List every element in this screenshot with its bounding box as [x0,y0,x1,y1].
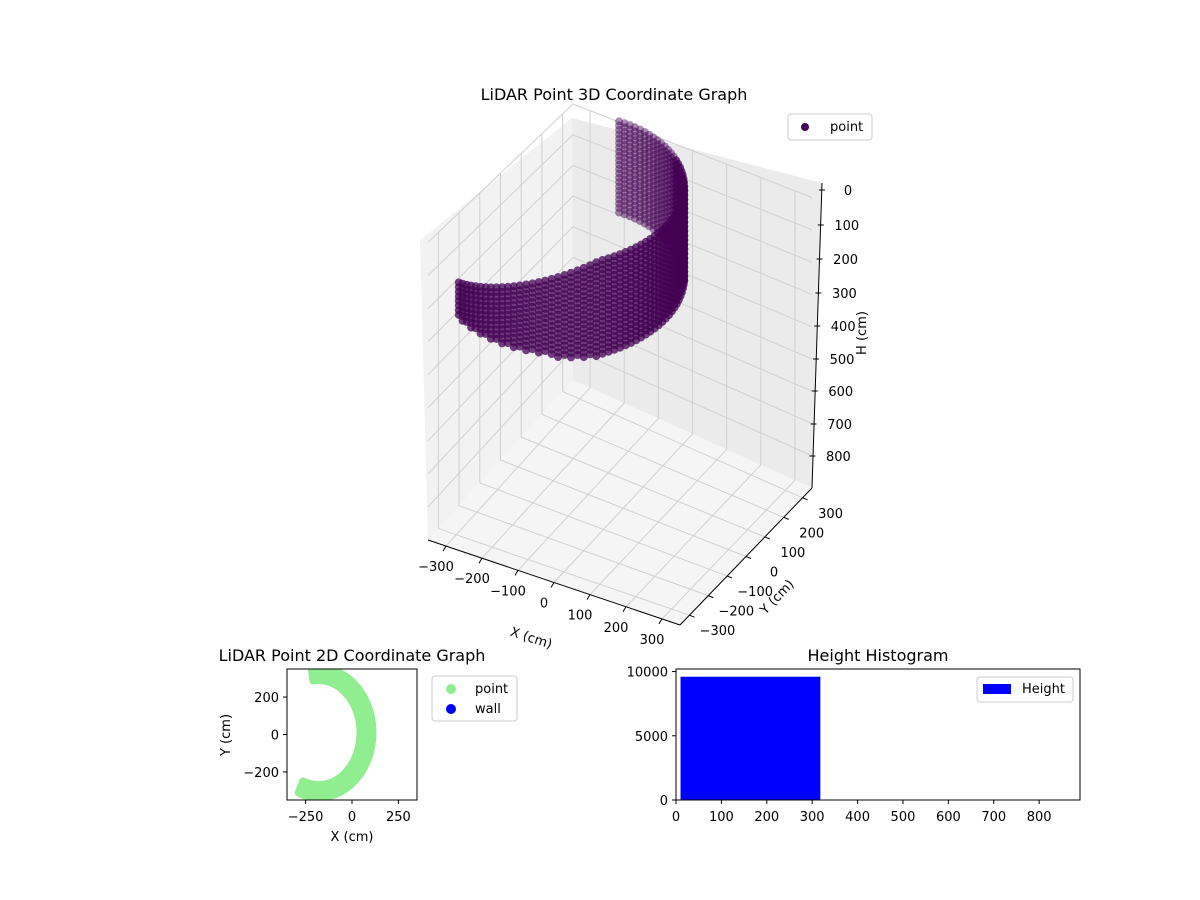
svg-text:700: 700 [827,418,852,433]
svg-text:−200: −200 [243,766,279,781]
svg-text:−300: −300 [418,560,454,575]
legend-marker-point [446,684,456,694]
svg-text:700: 700 [981,810,1006,825]
svg-text:200: 200 [799,526,824,541]
svg-text:600: 600 [936,810,961,825]
svg-text:800: 800 [1027,810,1052,825]
legend-label-height: Height [1022,682,1065,697]
svg-text:250: 250 [386,810,411,825]
lidar-3d-axes: LiDAR Point 3D Coordinate Graph −300−200… [418,85,873,653]
ticks-3d: −300−200−1000100200300−300−200−100010020… [418,184,859,648]
x-axis-label: X (cm) [508,625,554,653]
ticks-2d: −250 0 250 −200 0 200 [243,691,411,825]
svg-text:200: 200 [833,253,858,268]
svg-text:200: 200 [604,621,629,636]
svg-text:300: 300 [818,507,843,522]
lidar-2d-points [294,669,377,800]
legend-label-point: point [830,120,863,135]
svg-text:200: 200 [254,691,279,706]
z-axis-line [811,182,823,489]
y-axis-label-2d: Y (cm) [219,714,234,757]
histogram-bars [680,676,821,800]
svg-text:100: 100 [834,219,859,234]
lidar-3d-points [454,117,689,362]
legend-label-wall: wall [475,702,501,717]
svg-text:−250: −250 [288,810,324,825]
svg-text:0: 0 [844,184,852,199]
legend-marker-wall [446,704,456,714]
svg-text:100: 100 [709,810,734,825]
svg-text:100: 100 [568,609,593,624]
svg-text:−300: −300 [700,624,736,639]
svg-text:0: 0 [540,597,548,612]
svg-text:0: 0 [660,794,668,809]
histogram-legend: Height [976,676,1074,703]
svg-text:500: 500 [830,353,855,368]
svg-text:300: 300 [832,287,857,302]
svg-text:0: 0 [271,729,279,744]
svg-text:400: 400 [831,320,856,335]
histogram-frame [675,668,1081,801]
x-axis-label-2d: X (cm) [331,830,374,845]
lidar-2d-axes: LiDAR Point 2D Coordinate Graph −250 0 250… [219,646,518,845]
svg-text:800: 800 [826,450,851,465]
svg-text:−100: −100 [737,585,773,600]
svg-text:500: 500 [891,810,916,825]
svg-text:100: 100 [780,546,805,561]
svg-text:300: 300 [800,810,825,825]
lidar-2d-legend: point wall [431,675,518,722]
svg-text:10000: 10000 [627,666,668,681]
svg-text:600: 600 [828,385,853,400]
svg-text:−100: −100 [490,584,526,599]
histogram-bar [680,676,821,800]
height-histogram-axes: Height Histogram 0 100 200 300 400 500 600 700 8… [627,646,1081,825]
histogram-title: Height Histogram [808,646,949,665]
legend-marker [801,123,809,131]
svg-text:−200: −200 [718,605,754,620]
svg-text:400: 400 [845,810,870,825]
lidar-2d-title: LiDAR Point 2D Coordinate Graph [219,646,486,665]
svg-text:0: 0 [770,566,778,581]
right-pane [572,118,822,488]
svg-text:5000: 5000 [635,730,668,745]
svg-text:300: 300 [640,633,665,648]
svg-text:0: 0 [672,810,680,825]
svg-text:200: 200 [754,810,779,825]
svg-text:−200: −200 [454,572,490,587]
svg-text:0: 0 [348,810,356,825]
lidar-3d-legend: point [787,113,873,141]
legend-swatch-height [983,684,1011,694]
ticks-histogram: 0 100 200 300 400 500 600 700 800 0 5000 10000 [627,666,1052,825]
legend-label-point: point [475,682,508,697]
lidar-3d-title: LiDAR Point 3D Coordinate Graph [481,85,748,104]
z-axis-label: H (cm) [855,311,870,355]
